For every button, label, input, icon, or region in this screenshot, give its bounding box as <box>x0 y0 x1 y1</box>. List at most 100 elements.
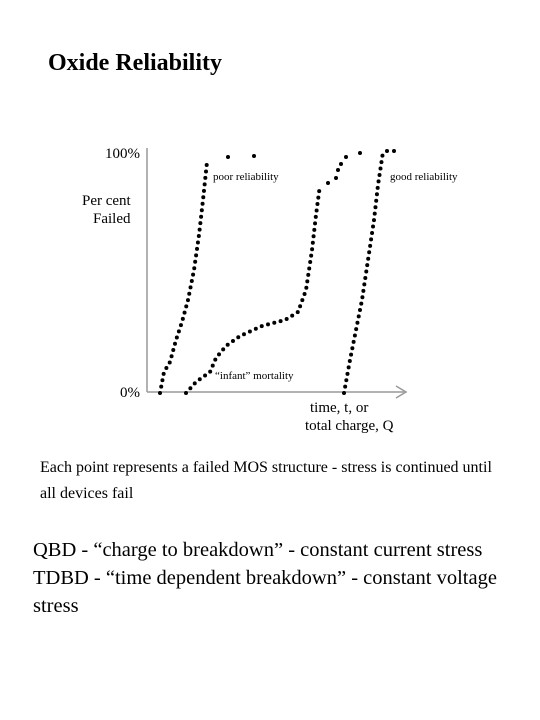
annotation: poor reliability <box>213 171 279 183</box>
dot <box>374 198 379 203</box>
dot <box>226 155 230 159</box>
dot <box>354 327 359 332</box>
dot <box>311 234 316 239</box>
dot <box>204 162 209 167</box>
dot <box>346 365 351 370</box>
dot <box>365 263 370 268</box>
dot <box>315 202 320 207</box>
figure: 100% 0% Per cent Failed time, t, or tota… <box>82 146 458 434</box>
annotation: “infant” mortality <box>215 370 294 382</box>
dot <box>349 352 354 357</box>
caption: Each point represents a failed MOS struc… <box>40 459 492 502</box>
dot <box>196 234 201 239</box>
dot <box>310 240 315 245</box>
body-line: TDBD - “time dependent breakdown” - cons… <box>33 567 497 617</box>
dot <box>174 335 179 340</box>
dot <box>366 256 371 261</box>
dot <box>195 240 200 245</box>
dot <box>374 192 379 197</box>
dot <box>359 301 364 306</box>
body-line: QBD - “charge to breakdown” - constant c… <box>33 539 483 561</box>
body-text: QBD - “charge to breakdown” - constant c… <box>33 536 523 620</box>
dot <box>342 391 346 395</box>
dot <box>176 329 181 334</box>
dot <box>317 189 322 194</box>
y-top-label: 100% <box>105 146 140 162</box>
dot <box>392 149 396 153</box>
dot <box>334 176 338 180</box>
dot <box>355 320 360 325</box>
dot <box>189 278 194 283</box>
dot <box>169 354 174 359</box>
dot <box>304 285 309 290</box>
dot <box>178 323 183 328</box>
slide-title: Oxide Reliability <box>48 50 222 76</box>
dot <box>380 153 385 158</box>
y-axis-title: Per cent <box>82 193 132 209</box>
dot <box>199 214 204 219</box>
dot <box>172 341 177 346</box>
dot <box>187 291 192 296</box>
dot <box>339 162 343 166</box>
dot <box>352 333 357 338</box>
dot <box>194 253 199 258</box>
dot <box>159 384 164 389</box>
dot <box>259 324 264 329</box>
dot <box>290 313 295 318</box>
dot <box>167 360 172 365</box>
dot <box>184 304 189 309</box>
dot <box>197 227 202 232</box>
dot <box>351 339 356 344</box>
dot <box>230 339 235 344</box>
dot <box>221 347 226 352</box>
dot <box>180 316 185 321</box>
dot <box>305 279 310 284</box>
dot <box>368 243 373 248</box>
dot <box>192 266 197 271</box>
dot <box>253 326 258 331</box>
y-bottom-label: 0% <box>120 385 140 401</box>
dot <box>210 363 215 368</box>
dot <box>385 149 389 153</box>
dot <box>345 371 350 376</box>
dot <box>308 260 313 265</box>
dot <box>358 151 362 155</box>
dot <box>364 269 369 274</box>
dot <box>375 185 380 190</box>
dot <box>316 195 321 200</box>
dot <box>344 378 349 383</box>
dot <box>295 310 300 315</box>
x-axis-title: time, t, or <box>310 400 368 416</box>
dot <box>373 205 378 210</box>
axis-arrow <box>395 385 408 399</box>
dot <box>201 195 206 200</box>
dot <box>371 218 376 223</box>
dot <box>200 201 205 206</box>
dot <box>161 371 166 376</box>
dot <box>272 320 277 325</box>
dot <box>377 172 382 177</box>
dot <box>302 291 307 296</box>
dot <box>300 298 305 303</box>
dot <box>378 166 383 171</box>
dot <box>160 378 165 383</box>
dot <box>310 247 315 252</box>
dot <box>362 282 367 287</box>
dot <box>371 224 376 229</box>
dot <box>225 342 230 347</box>
dot <box>241 332 246 337</box>
dot <box>336 168 340 172</box>
dot <box>347 359 352 364</box>
dot <box>204 169 209 174</box>
dot <box>278 319 283 324</box>
dot <box>298 304 303 309</box>
x-axis-title: total charge, Q <box>305 418 394 434</box>
dot <box>217 352 222 357</box>
failure-dots <box>158 149 396 395</box>
dot <box>309 253 314 258</box>
dot <box>236 335 241 340</box>
dot <box>171 347 176 352</box>
dot <box>379 160 384 165</box>
annotation: good reliability <box>390 171 458 183</box>
dot <box>164 366 169 371</box>
